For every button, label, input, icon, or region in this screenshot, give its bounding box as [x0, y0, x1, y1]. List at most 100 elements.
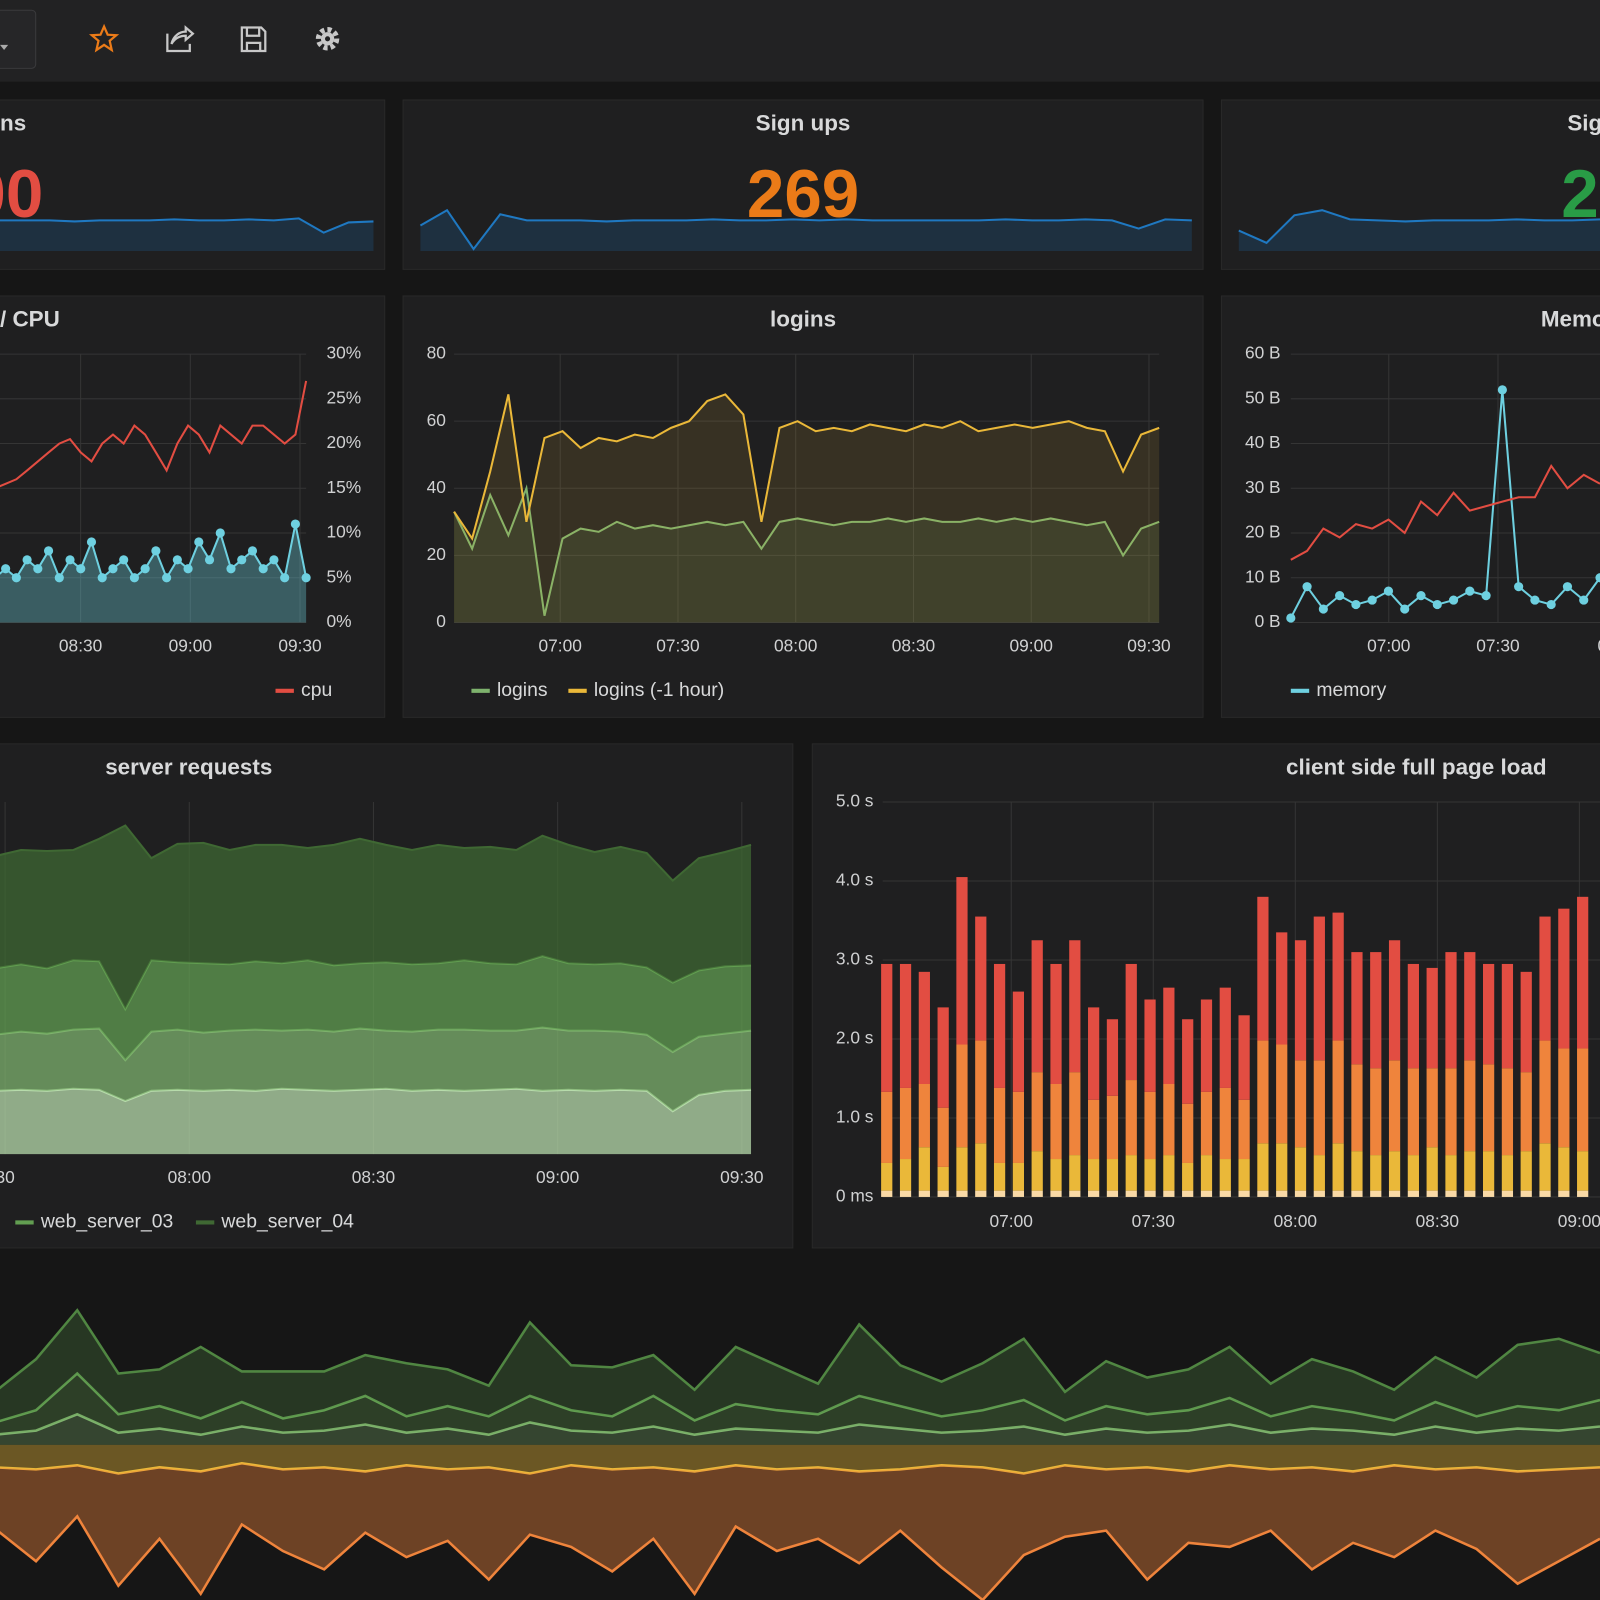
bar-segment	[1370, 1155, 1382, 1191]
point	[1514, 582, 1524, 592]
stacked-area	[0, 1027, 752, 1112]
bar-segment	[1577, 896, 1589, 1049]
bar-segment	[1558, 1048, 1570, 1148]
stacked-area	[0, 1463, 1600, 1600]
bar-segment	[1294, 1060, 1307, 1148]
bar-segment	[1182, 1190, 1194, 1197]
dropdown-button[interactable]	[0, 9, 37, 69]
share-icon[interactable]	[166, 25, 195, 53]
bar-segment	[1012, 1190, 1025, 1197]
bar-segment	[937, 1107, 949, 1167]
y-tick-label: 4.0 s	[836, 870, 874, 890]
point	[1432, 599, 1442, 610]
bar-segment	[1069, 1072, 1081, 1156]
panel-title: ns	[0, 110, 26, 135]
y-tick-label: 1.0 s	[836, 1107, 874, 1127]
y-tick-label: 5%	[327, 566, 352, 586]
bar-segment	[1464, 1151, 1476, 1191]
bar-segment	[1219, 1159, 1231, 1191]
x-tick-label: 08:30	[892, 636, 935, 656]
bar-segment	[1388, 1151, 1401, 1191]
point	[1595, 573, 1600, 583]
bar-segment	[1238, 1159, 1250, 1191]
y-tick-label: 15%	[327, 477, 362, 497]
bar-segment	[1238, 1099, 1250, 1160]
bar-segment	[899, 963, 912, 1088]
bar-segment	[1577, 1151, 1589, 1191]
bar-segment	[975, 1040, 987, 1144]
panel	[1220, 99, 1600, 270]
bar-segment	[1407, 1155, 1419, 1191]
panel-title: client side full page load	[1286, 754, 1547, 779]
point	[1383, 586, 1394, 596]
y-tick-label: 5.0 s	[836, 791, 874, 811]
line	[0, 1371, 1600, 1423]
bar-segment	[1294, 1147, 1307, 1191]
bar-segment	[1351, 1064, 1363, 1152]
area	[454, 394, 1160, 623]
area	[0, 524, 307, 623]
legend-label: cpu	[301, 679, 332, 701]
bar-segment	[956, 1190, 968, 1197]
bar-segment	[1276, 1190, 1288, 1197]
bar-segment	[1238, 1015, 1250, 1100]
bar-segment	[1464, 952, 1476, 1061]
bar-segment	[1370, 1068, 1382, 1156]
save-icon[interactable]	[240, 26, 267, 53]
bar-segment	[1445, 1155, 1457, 1191]
bar-segment	[1238, 1190, 1250, 1197]
point	[237, 555, 247, 565]
bar-segment	[937, 1190, 949, 1197]
bar-segment	[1200, 1190, 1213, 1197]
stacked-area	[0, 956, 752, 1061]
bar-segment	[1539, 1040, 1551, 1144]
x-tick-label: 09:30	[278, 636, 321, 656]
x-tick-label: 09:30	[1127, 636, 1170, 656]
sparkline	[1238, 209, 1600, 245]
point	[269, 555, 279, 565]
point	[86, 537, 97, 547]
point	[140, 564, 150, 574]
y-tick-label: 0	[436, 611, 446, 631]
bar-segment	[1482, 963, 1495, 1065]
point	[33, 564, 43, 574]
bar-segment	[1445, 1190, 1457, 1197]
bar-segment	[1464, 1190, 1476, 1197]
settings-icon[interactable]	[315, 27, 340, 51]
x-tick-label: 30	[0, 1167, 15, 1187]
bar-segment	[1501, 1155, 1514, 1191]
bar-segment	[1163, 1155, 1175, 1191]
point	[1367, 595, 1377, 605]
bar-segment	[1558, 1190, 1570, 1197]
line	[0, 380, 308, 488]
bar-segment	[918, 1147, 930, 1191]
panel-title: Sig	[1567, 110, 1600, 135]
panel-title: / CPU	[0, 306, 60, 331]
bar-segment	[1276, 1044, 1288, 1144]
point	[129, 573, 140, 583]
bar-segment	[1539, 1143, 1551, 1191]
x-tick-label: 07:30	[1476, 636, 1519, 656]
bar-segment	[1144, 1159, 1156, 1191]
point	[76, 564, 86, 574]
y-tick-label: 30 B	[1245, 477, 1281, 497]
point	[204, 555, 215, 565]
bar-segment	[1351, 1190, 1363, 1197]
bar-segment	[1182, 1019, 1194, 1104]
bar-segment	[1200, 1155, 1213, 1191]
x-tick-label: 08:00	[774, 636, 817, 656]
bar-segment	[899, 1190, 912, 1197]
y-tick-label: 10 B	[1245, 566, 1281, 586]
panel	[402, 99, 1204, 270]
bar-segment	[1520, 1072, 1532, 1152]
bar-segment	[956, 1044, 968, 1148]
bar-segment	[1520, 1190, 1532, 1197]
bar-segment	[1106, 1159, 1119, 1191]
star-icon[interactable]	[88, 23, 120, 53]
bar-segment	[1088, 1159, 1100, 1191]
bar-segment	[1520, 971, 1532, 1073]
bar-segment	[1012, 991, 1025, 1092]
point	[65, 555, 75, 565]
sparkline-area	[0, 218, 374, 252]
